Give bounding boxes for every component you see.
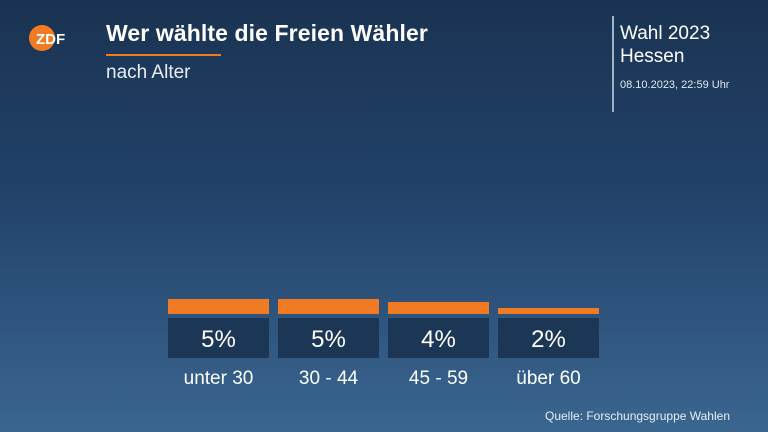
category-label: 45 - 59 [409, 368, 468, 389]
data-label: 5% [201, 326, 236, 353]
chart-subtitle: nach Alter [106, 62, 191, 83]
election-label: Wahl 2023 Hessen [620, 22, 710, 68]
header-divider [612, 16, 614, 112]
bar [498, 308, 599, 314]
source-note: Quelle: Forschungsgruppe Wahlen [545, 409, 730, 423]
category-label: über 60 [516, 368, 580, 389]
value-box [498, 318, 599, 358]
title-underline [106, 54, 221, 56]
election-region: Hessen [620, 46, 685, 67]
category-label: 30 - 44 [299, 368, 359, 389]
category-label: unter 30 [184, 368, 254, 389]
data-label: 2% [531, 326, 566, 353]
logo-text: ZDF [36, 31, 65, 48]
data-label: 4% [421, 326, 456, 353]
bar [278, 299, 379, 314]
bar [388, 302, 489, 314]
chart-title: Wer wählte die Freien Wähler [106, 20, 428, 46]
value-box [278, 318, 379, 358]
election-name: Wahl 2023 [620, 23, 711, 44]
election-datetime: 08.10.2023, 22:59 Uhr [620, 79, 730, 91]
bar [168, 299, 269, 314]
value-box [168, 318, 269, 358]
zdf-logo: ZDF [29, 25, 65, 51]
value-box [388, 318, 489, 358]
data-label: 5% [311, 326, 346, 353]
